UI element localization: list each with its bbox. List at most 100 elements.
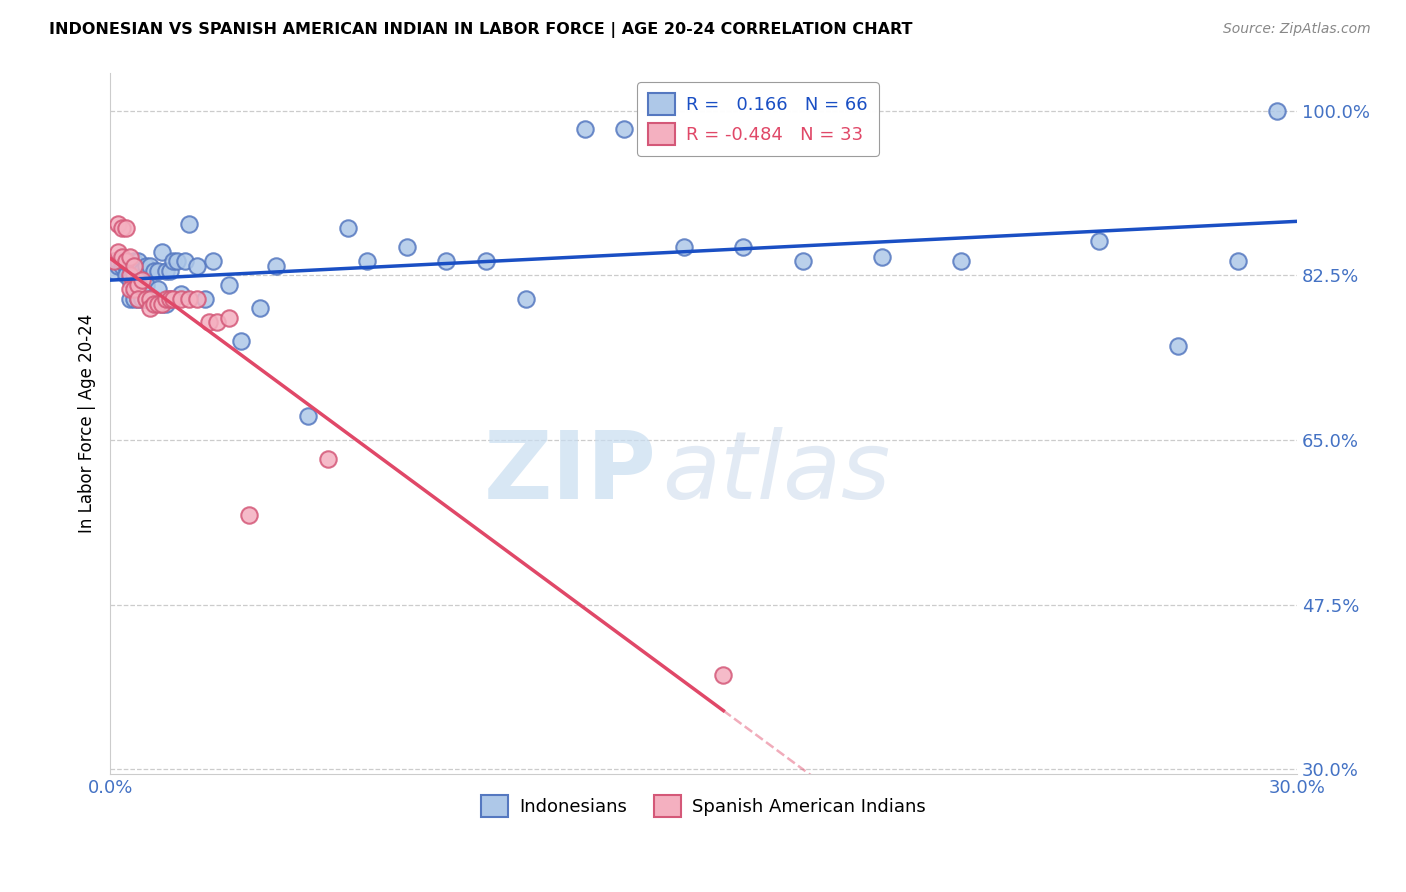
Point — [229, 334, 252, 349]
Point — [135, 259, 157, 273]
Point — [1226, 254, 1249, 268]
Point — [870, 250, 893, 264]
Point — [218, 277, 240, 292]
Point — [238, 508, 260, 523]
Point — [162, 254, 184, 268]
Point — [115, 254, 138, 268]
Point — [122, 282, 145, 296]
Point — [316, 451, 339, 466]
Y-axis label: In Labor Force | Age 20-24: In Labor Force | Age 20-24 — [79, 314, 96, 533]
Point — [142, 292, 165, 306]
Point — [155, 263, 177, 277]
Point — [186, 292, 208, 306]
Point — [127, 292, 149, 306]
Text: Source: ZipAtlas.com: Source: ZipAtlas.com — [1223, 22, 1371, 37]
Point — [150, 244, 173, 259]
Point — [174, 254, 197, 268]
Point — [135, 292, 157, 306]
Point — [574, 122, 596, 136]
Point — [103, 263, 125, 277]
Point — [111, 254, 134, 268]
Point — [436, 254, 458, 268]
Point — [1265, 103, 1288, 118]
Point — [155, 292, 177, 306]
Point — [142, 296, 165, 310]
Point — [186, 259, 208, 273]
Legend: Indonesians, Spanish American Indians: Indonesians, Spanish American Indians — [474, 789, 934, 825]
Point — [118, 282, 141, 296]
Point — [107, 244, 129, 259]
Point — [138, 259, 160, 273]
Point — [118, 273, 141, 287]
Point — [205, 315, 228, 329]
Point — [179, 292, 201, 306]
Point — [198, 315, 221, 329]
Point — [118, 268, 141, 283]
Point — [249, 301, 271, 316]
Point — [127, 282, 149, 296]
Point — [711, 668, 734, 682]
Point — [122, 259, 145, 273]
Point — [135, 277, 157, 292]
Text: ZIP: ZIP — [484, 426, 657, 518]
Point — [103, 254, 125, 268]
Point — [115, 221, 138, 235]
Point — [127, 254, 149, 268]
Point — [127, 273, 149, 287]
Text: INDONESIAN VS SPANISH AMERICAN INDIAN IN LABOR FORCE | AGE 20-24 CORRELATION CHA: INDONESIAN VS SPANISH AMERICAN INDIAN IN… — [49, 22, 912, 38]
Point — [672, 240, 695, 254]
Point — [127, 292, 149, 306]
Point — [166, 254, 188, 268]
Point — [111, 259, 134, 273]
Point — [118, 250, 141, 264]
Point — [107, 254, 129, 268]
Point — [170, 287, 193, 301]
Point — [613, 122, 636, 136]
Point — [170, 292, 193, 306]
Point — [131, 273, 153, 287]
Point — [733, 240, 755, 254]
Point — [115, 259, 138, 273]
Point — [142, 263, 165, 277]
Point — [162, 292, 184, 306]
Text: atlas: atlas — [662, 427, 890, 518]
Point — [118, 259, 141, 273]
Point — [138, 292, 160, 306]
Point — [202, 254, 225, 268]
Point — [146, 296, 169, 310]
Point — [159, 292, 181, 306]
Point — [179, 217, 201, 231]
Point — [949, 254, 972, 268]
Point — [146, 263, 169, 277]
Point — [150, 296, 173, 310]
Point — [115, 268, 138, 283]
Point — [159, 292, 181, 306]
Point — [356, 254, 378, 268]
Point — [336, 221, 359, 235]
Point — [107, 217, 129, 231]
Point — [146, 282, 169, 296]
Point — [218, 310, 240, 325]
Point — [131, 282, 153, 296]
Point — [127, 277, 149, 292]
Point — [395, 240, 418, 254]
Point — [122, 268, 145, 283]
Point — [475, 254, 498, 268]
Point — [297, 409, 319, 424]
Point — [131, 292, 153, 306]
Point — [111, 221, 134, 235]
Point — [111, 250, 134, 264]
Point — [266, 259, 288, 273]
Point — [792, 254, 814, 268]
Point — [138, 301, 160, 316]
Point — [138, 292, 160, 306]
Point — [131, 263, 153, 277]
Point — [515, 292, 537, 306]
Point — [122, 254, 145, 268]
Point — [155, 296, 177, 310]
Point — [107, 259, 129, 273]
Point — [122, 292, 145, 306]
Point — [150, 296, 173, 310]
Point — [1167, 339, 1189, 353]
Point — [159, 263, 181, 277]
